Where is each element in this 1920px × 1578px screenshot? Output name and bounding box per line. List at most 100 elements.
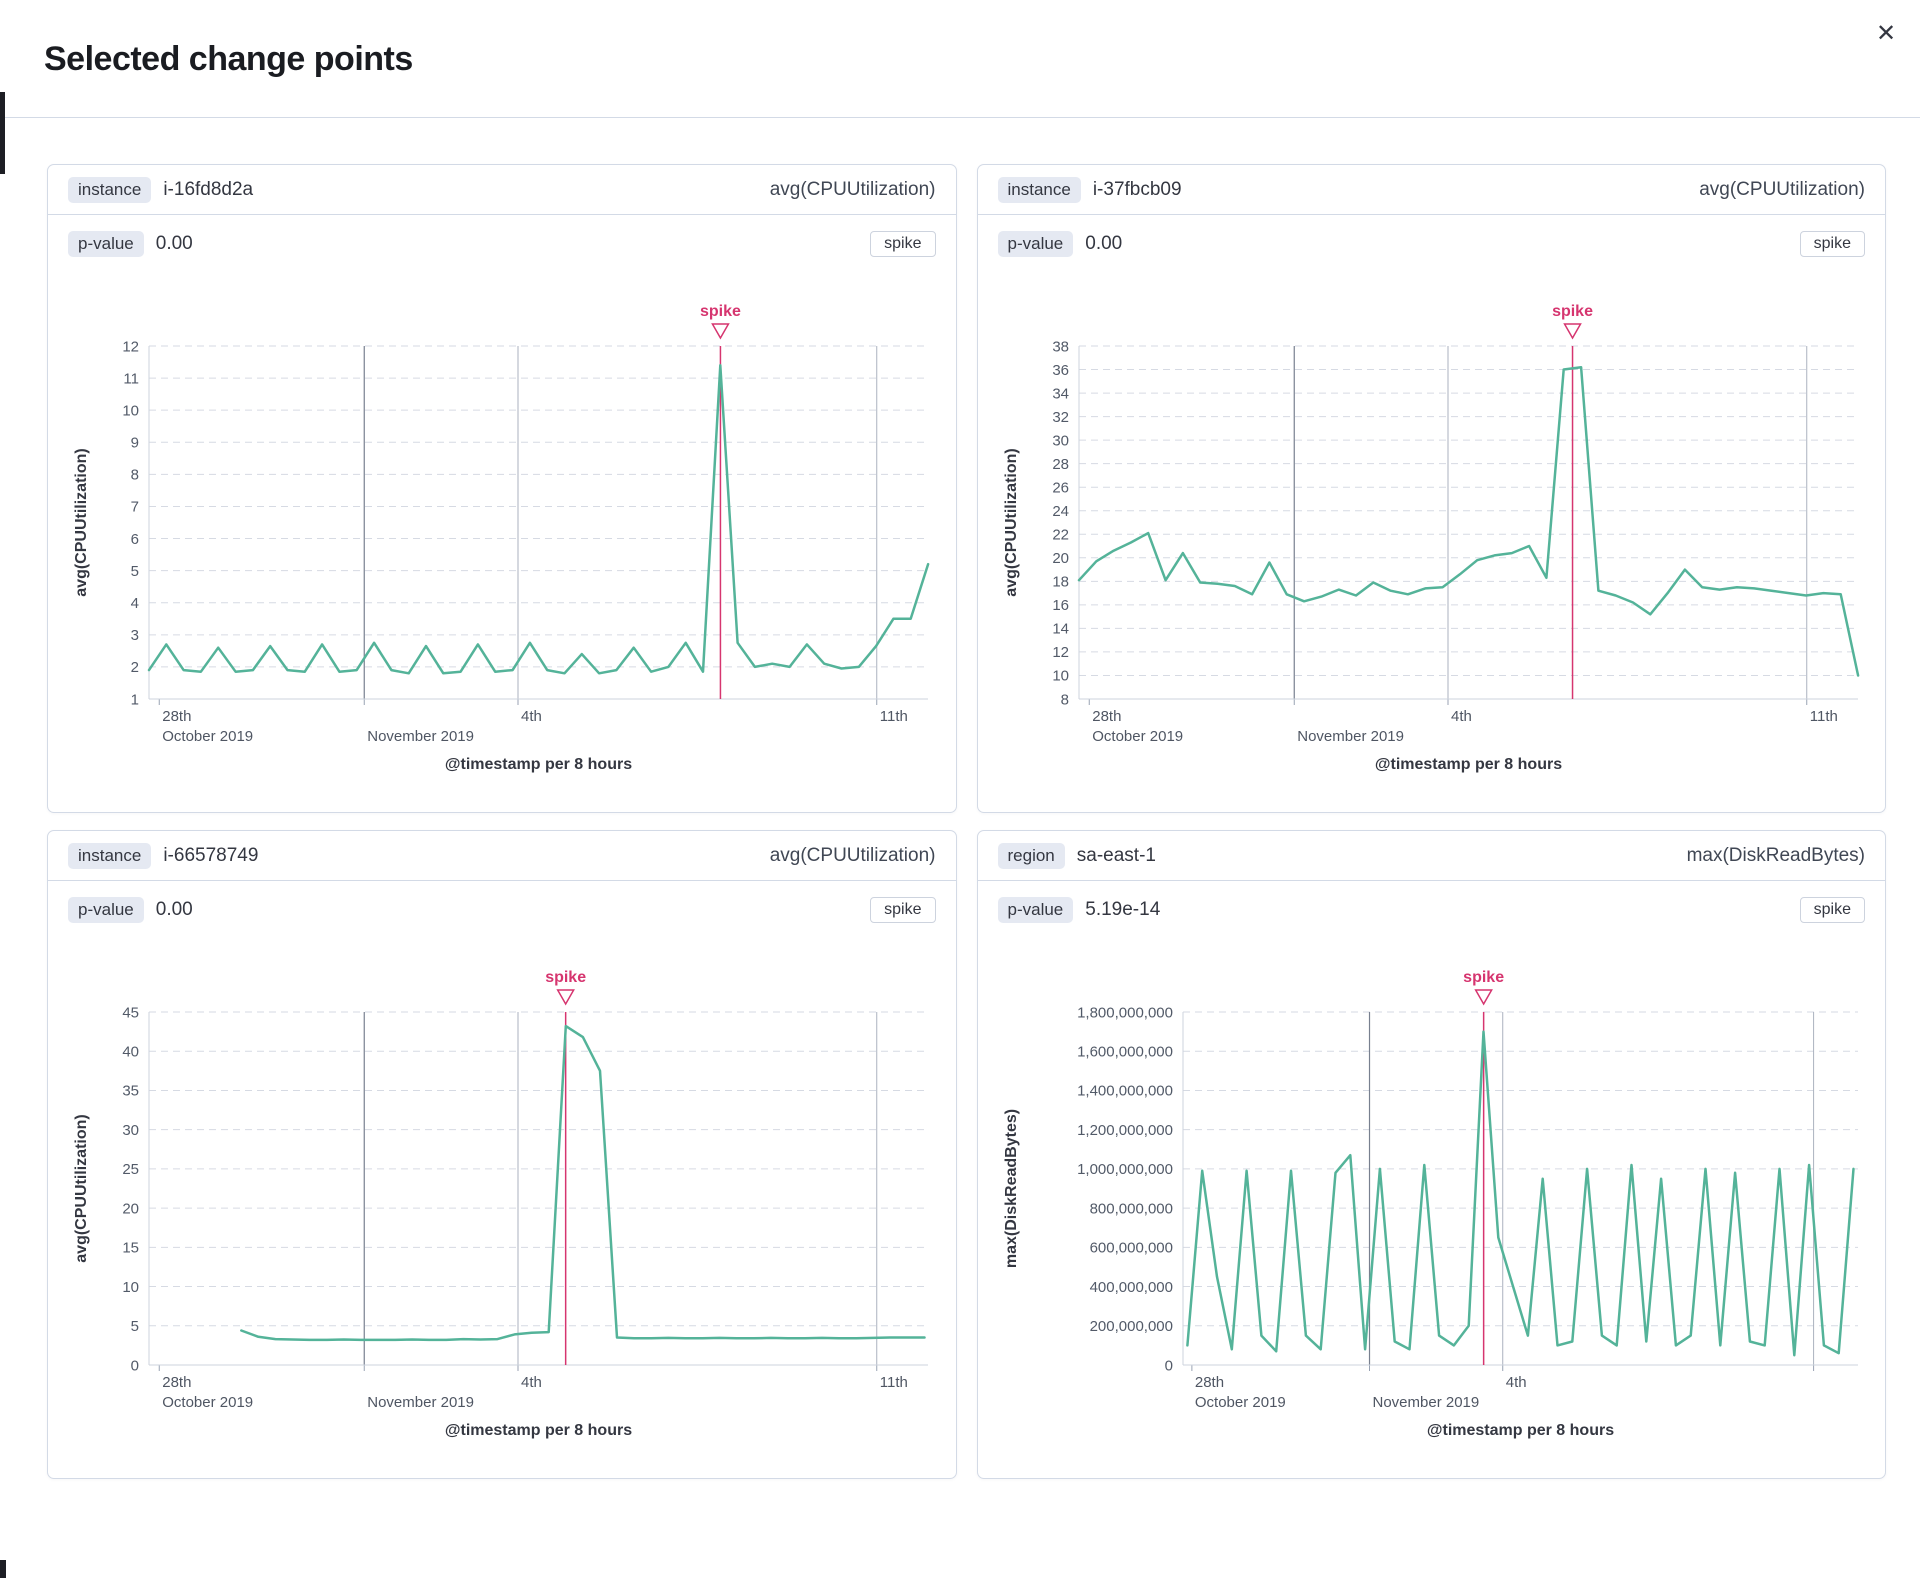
modal-header: Selected change points ✕: [0, 0, 1920, 118]
panel-header: region sa-east-1 max(DiskReadBytes): [977, 831, 1885, 881]
svg-text:38: 38: [1052, 338, 1069, 355]
split-field-value: i-37fbcb09: [1092, 178, 1182, 200]
pvalue-value: 0.00: [155, 898, 193, 920]
svg-text:10: 10: [1052, 668, 1069, 685]
svg-text:7: 7: [131, 499, 139, 516]
svg-text:11th: 11th: [880, 708, 908, 725]
svg-text:November 2019: November 2019: [367, 728, 474, 745]
split-field-value: sa-east-1: [1076, 844, 1156, 866]
svg-text:4th: 4th: [521, 1374, 542, 1391]
svg-text:20: 20: [1052, 550, 1069, 567]
svg-text:@timestamp per 8 hours: @timestamp per 8 hours: [1426, 1422, 1613, 1439]
svg-text:0: 0: [1164, 1357, 1172, 1374]
modal-title: Selected change points: [44, 40, 413, 78]
svg-text:5: 5: [131, 563, 139, 580]
svg-text:200,000,000: 200,000,000: [1089, 1318, 1172, 1335]
svg-text:spike: spike: [1552, 303, 1593, 320]
svg-text:avg(CPUUtilization): avg(CPUUtilization): [1003, 448, 1020, 596]
pvalue-value: 0.00: [1085, 232, 1123, 254]
metric-label: max(DiskReadBytes): [1686, 844, 1865, 866]
panel-header: instance i-37fbcb09 avg(CPUUtilization): [977, 165, 1885, 215]
svg-text:November 2019: November 2019: [1372, 1394, 1479, 1411]
svg-text:16: 16: [1052, 597, 1069, 614]
pvalue-badge: p-value: [68, 896, 144, 923]
svg-text:5: 5: [131, 1318, 139, 1335]
change-point-panel: instance i-66578749 avg(CPUUtilization) …: [47, 830, 957, 1479]
pvalue-value: 0.00: [155, 232, 193, 254]
metric-label: avg(CPUUtilization): [769, 844, 936, 866]
metric-label: avg(CPUUtilization): [769, 178, 936, 200]
svg-text:avg(CPUUtilization): avg(CPUUtilization): [73, 1114, 90, 1262]
svg-text:10: 10: [122, 402, 139, 419]
chart: 0 200,000,000 400,000,000 600,000,000 800,00…: [978, 938, 1886, 1443]
split-field-badge: instance: [997, 176, 1081, 203]
panel-header: instance i-16fd8d2a avg(CPUUtilization): [48, 165, 956, 215]
change-point-line-chart: 0 5 10 15 20 25 30 35 40 45 28th October 2019 Novemb…: [73, 969, 928, 1439]
background-page-sliver: [0, 92, 5, 174]
pvalue-row: p-value 0.00 spike: [48, 881, 956, 938]
split-field-value: i-16fd8d2a: [163, 178, 254, 200]
svg-text:@timestamp per 8 hours: @timestamp per 8 hours: [445, 756, 632, 773]
split-field-value: i-66578749: [163, 844, 259, 866]
svg-text:1,200,000,000: 1,200,000,000: [1077, 1122, 1173, 1139]
svg-text:45: 45: [122, 1004, 139, 1021]
svg-text:12: 12: [122, 338, 139, 355]
svg-text:spike: spike: [545, 969, 586, 986]
split-field-badge: instance: [68, 842, 152, 869]
svg-text:34: 34: [1052, 385, 1069, 402]
change-point-line-chart: 8 10 12 14 16 18 20 22 24 26 28 30 32 34 36 38 28th Octob…: [1003, 303, 1859, 773]
svg-text:max(DiskReadBytes): max(DiskReadBytes): [1003, 1109, 1020, 1268]
change-point-line-chart: 0 200,000,000 400,000,000 600,000,000 800,00…: [1003, 969, 1858, 1439]
svg-text:October 2019: October 2019: [1194, 1394, 1285, 1411]
svg-text:avg(CPUUtilization): avg(CPUUtilization): [73, 448, 90, 596]
svg-text:October 2019: October 2019: [162, 728, 253, 745]
svg-text:400,000,000: 400,000,000: [1089, 1279, 1172, 1296]
svg-text:30: 30: [122, 1122, 139, 1139]
pvalue-badge: p-value: [997, 230, 1074, 257]
svg-text:9: 9: [131, 435, 139, 452]
svg-text:October 2019: October 2019: [162, 1394, 253, 1411]
svg-text:October 2019: October 2019: [1092, 728, 1183, 745]
svg-text:6: 6: [131, 531, 139, 548]
svg-text:1,400,000,000: 1,400,000,000: [1077, 1083, 1173, 1100]
pvalue-row: p-value 5.19e-14 spike: [978, 881, 1886, 938]
svg-text:28th: 28th: [162, 1374, 191, 1391]
svg-text:11: 11: [123, 370, 139, 387]
svg-text:28th: 28th: [162, 708, 191, 725]
svg-text:800,000,000: 800,000,000: [1089, 1200, 1172, 1217]
svg-text:20: 20: [122, 1200, 139, 1217]
pvalue-row: p-value 0.00 spike: [48, 215, 956, 272]
chart: 0 5 10 15 20 25 30 35 40 45 28th October 2019 Novemb…: [48, 938, 956, 1443]
svg-text:28th: 28th: [1092, 708, 1121, 725]
svg-text:4th: 4th: [1505, 1374, 1526, 1391]
svg-text:1: 1: [131, 691, 139, 708]
svg-text:12: 12: [1052, 644, 1069, 661]
svg-text:0: 0: [131, 1357, 139, 1374]
svg-text:35: 35: [122, 1083, 139, 1100]
svg-text:4th: 4th: [1451, 708, 1472, 725]
pvalue-row: p-value 0.00 spike: [978, 215, 1886, 272]
svg-text:11th: 11th: [1809, 708, 1837, 725]
split-field-badge: instance: [68, 176, 152, 203]
svg-text:spike: spike: [1463, 969, 1504, 986]
svg-text:26: 26: [1052, 479, 1069, 496]
svg-text:1,600,000,000: 1,600,000,000: [1077, 1043, 1173, 1060]
change-type-badge: spike: [1799, 896, 1865, 923]
svg-text:4th: 4th: [521, 708, 542, 725]
metric-label: avg(CPUUtilization): [1699, 178, 1865, 200]
pvalue-badge: p-value: [68, 230, 144, 257]
svg-text:@timestamp per 8 hours: @timestamp per 8 hours: [445, 1422, 632, 1439]
change-type-badge: spike: [1799, 230, 1865, 257]
svg-text:18: 18: [1052, 574, 1069, 591]
background-page-sliver: [0, 1560, 6, 1578]
svg-text:1,800,000,000: 1,800,000,000: [1077, 1004, 1173, 1021]
svg-text:22: 22: [1052, 527, 1069, 544]
svg-text:25: 25: [122, 1161, 139, 1178]
svg-text:1,000,000,000: 1,000,000,000: [1077, 1161, 1173, 1178]
svg-text:3: 3: [131, 627, 139, 644]
svg-text:4: 4: [131, 595, 139, 612]
svg-text:32: 32: [1052, 409, 1069, 426]
close-icon[interactable]: ✕: [1868, 16, 1904, 52]
change-point-panel: region sa-east-1 max(DiskReadBytes) p-va…: [976, 830, 1886, 1479]
